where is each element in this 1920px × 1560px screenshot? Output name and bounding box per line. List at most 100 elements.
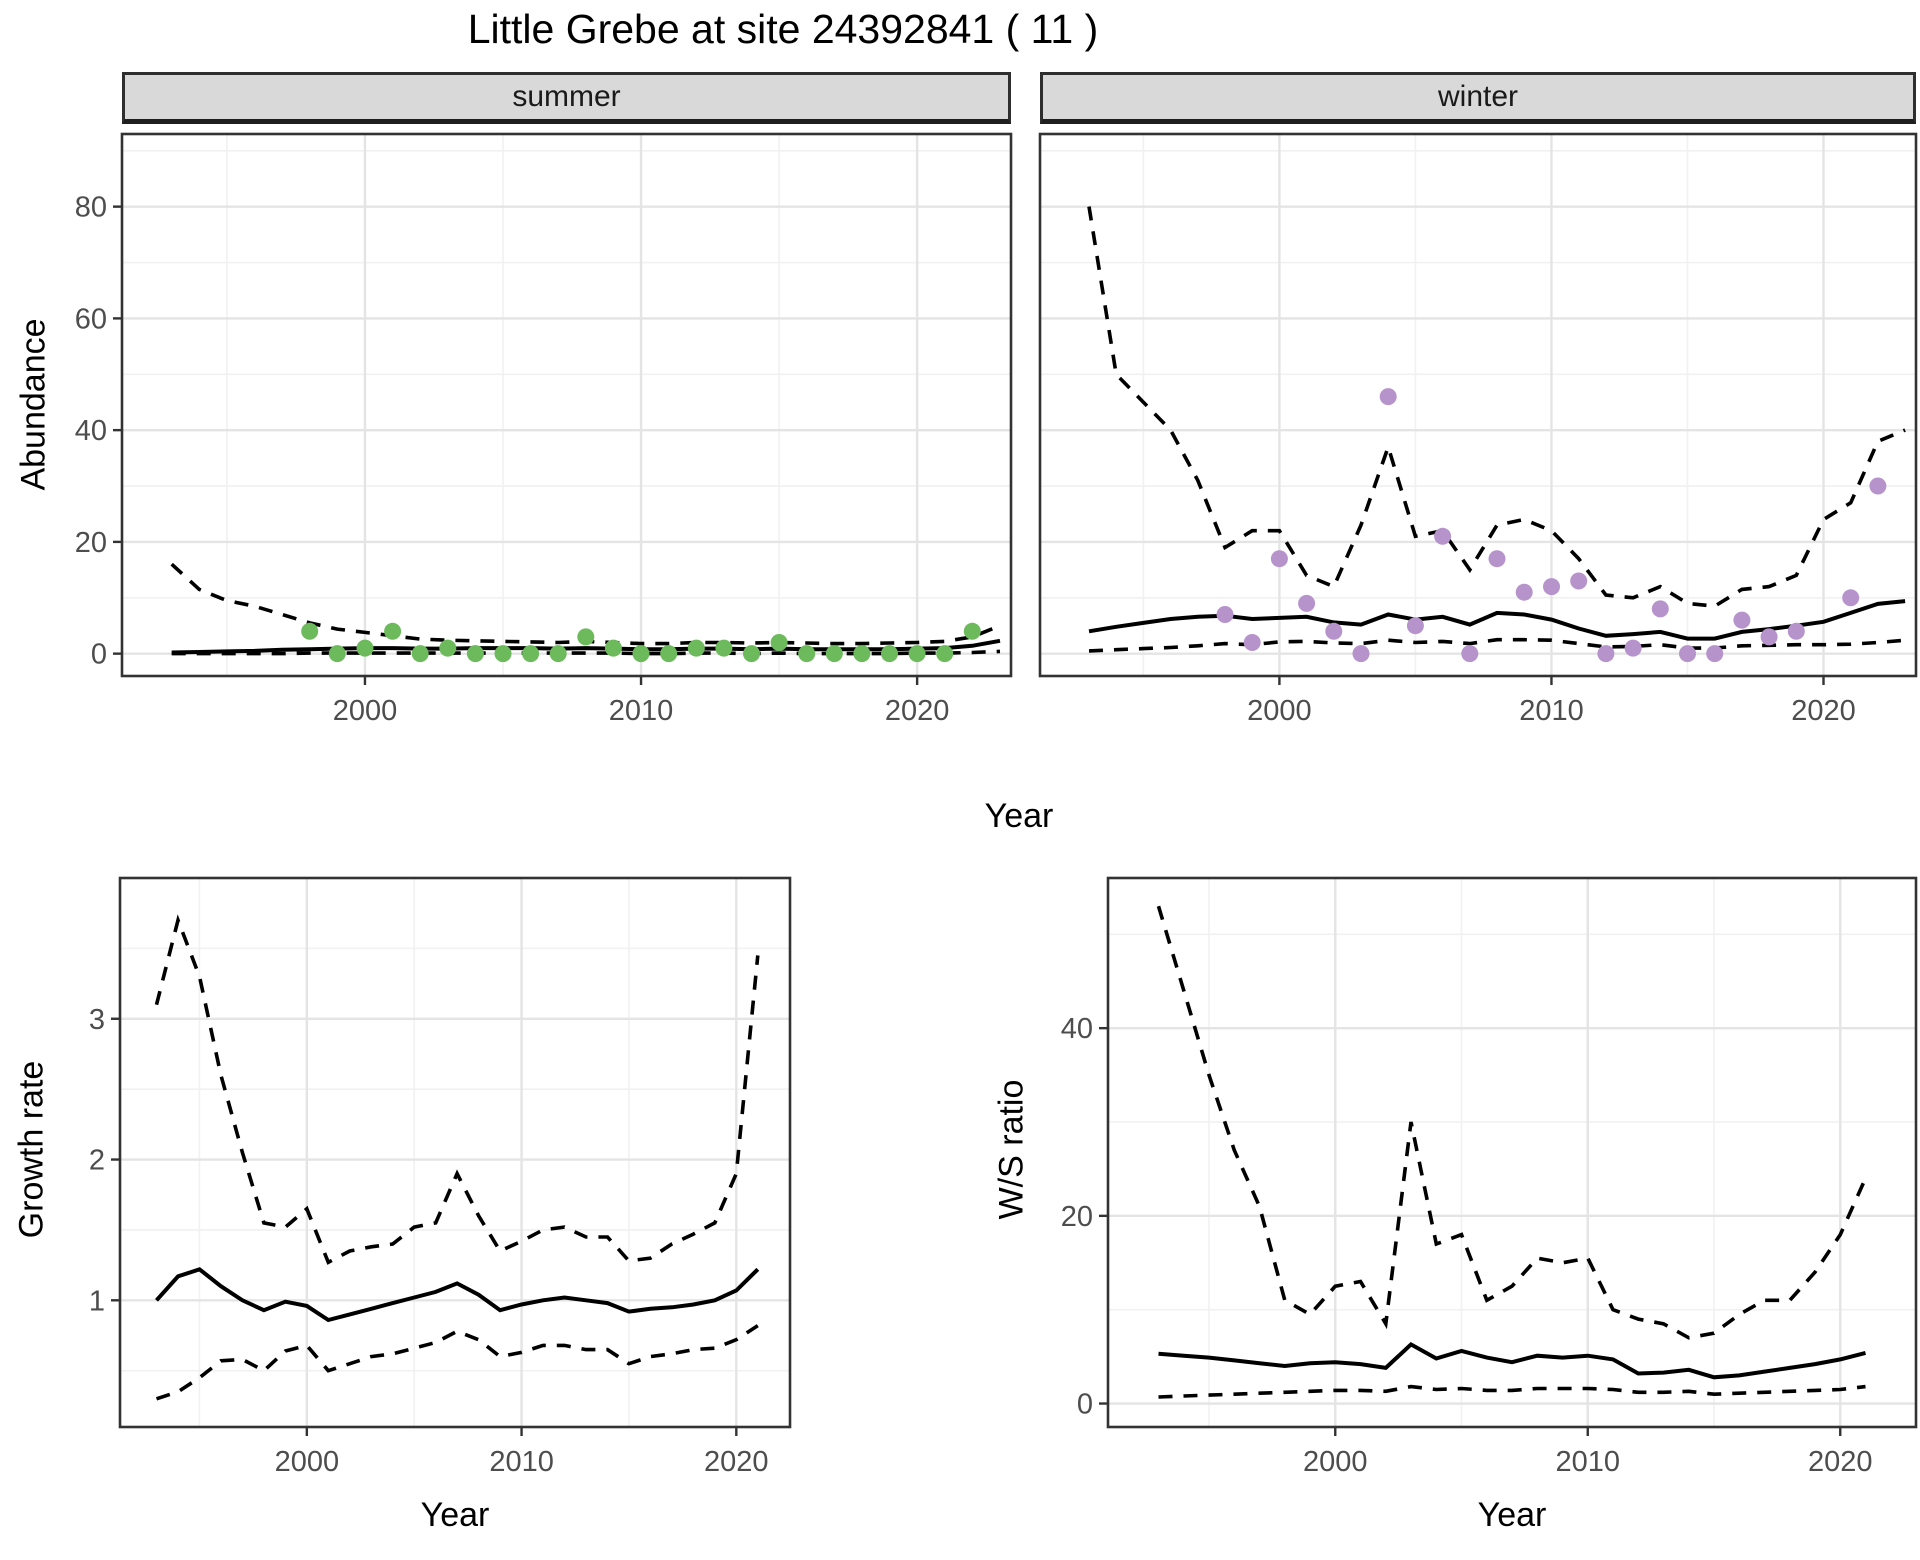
- data-points: [1216, 388, 1887, 663]
- x-axis-title-growth-year: Year: [420, 1496, 490, 1534]
- y-axis-title-abundance: Abundance: [14, 318, 53, 491]
- y-tick-label: 80: [75, 192, 107, 224]
- y-tick-label: 3: [89, 1004, 105, 1036]
- plot-title: Little Grebe at site 24392841 ( 11 ): [467, 6, 1099, 52]
- panel-background: [1108, 878, 1916, 1427]
- x-tick-label: 2020: [885, 695, 950, 727]
- data-point: [1869, 477, 1887, 495]
- data-point: [963, 622, 981, 640]
- data-point: [522, 645, 540, 663]
- data-point: [853, 645, 871, 663]
- x-axis-title-ws-year: Year: [1477, 1496, 1547, 1534]
- upper-ci-line: [154, 914, 760, 1265]
- data-point: [1543, 578, 1560, 596]
- data-point: [1570, 572, 1588, 590]
- x-tick-label: 2000: [1247, 695, 1312, 727]
- data-point: [1298, 594, 1316, 612]
- data-point: [439, 639, 457, 657]
- data-point: [1270, 550, 1288, 568]
- x-axis-title-top-year: Year: [984, 797, 1054, 835]
- data-point: [494, 645, 512, 663]
- data-point: [715, 639, 733, 657]
- data-point: [1406, 617, 1424, 635]
- facet-strip-summer-label: summer: [512, 80, 621, 113]
- data-point: [1352, 645, 1370, 663]
- y-tick-label: 40: [75, 415, 107, 447]
- x-tick-label: 2000: [333, 695, 398, 727]
- y-tick-label: 0: [91, 639, 107, 671]
- data-point: [328, 645, 346, 663]
- x-tick-label: 2000: [275, 1446, 340, 1478]
- data-point: [743, 645, 760, 663]
- y-tick-label: 0: [1077, 1389, 1093, 1421]
- data-point: [825, 645, 843, 663]
- data-point: [1325, 622, 1343, 640]
- data-point: [356, 639, 374, 657]
- axis-ticks: 2000 2010 2020 0 20 40 60 80: [75, 192, 950, 727]
- x-tick-label: 2010: [609, 695, 674, 727]
- data-point: [384, 622, 402, 640]
- data-point: [798, 645, 816, 663]
- panel-abundance_summer: 2000 2010 2020 0 20 40 60 80: [75, 132, 1013, 727]
- upper-ci-line: [1087, 206, 1906, 609]
- data-point: [908, 645, 926, 663]
- data-point: [1787, 622, 1805, 640]
- panel-ws_ratio: 2000 2010 2020 0 20 40: [1061, 876, 1918, 1478]
- data-point: [770, 634, 788, 651]
- data-point: [1379, 388, 1397, 406]
- panel-border: [1038, 132, 1918, 678]
- panel-abundance_winter: 2000 2010 2020: [1038, 132, 1918, 727]
- y-tick-label: 1: [89, 1285, 105, 1317]
- data-point: [1651, 600, 1669, 618]
- gridlines: [1108, 878, 1916, 1427]
- y-tick-label: 20: [1061, 1201, 1093, 1233]
- median-line: [1158, 1341, 1866, 1380]
- y-tick-label: 60: [75, 303, 107, 335]
- facet-strip-winter-label: winter: [1437, 80, 1519, 113]
- y-axis-title-ws-ratio: W/S ratio: [992, 1079, 1031, 1220]
- axis-ticks: 2000 2010 2020 0 20 40: [1061, 1013, 1873, 1478]
- upper-ci-line: [1156, 905, 1868, 1340]
- panel-background: [120, 878, 790, 1427]
- facet-strip-summer: summer: [122, 72, 1011, 124]
- panel-border: [118, 876, 792, 1429]
- data-point: [1842, 589, 1860, 607]
- y-tick-label: 2: [89, 1145, 105, 1177]
- data-point: [301, 622, 319, 640]
- series: [1156, 905, 1868, 1399]
- series: [154, 914, 760, 1401]
- lower-ci-line: [1158, 1384, 1866, 1399]
- data-point: [660, 645, 678, 663]
- axis-ticks: 2000 2010 2020 1 2 3: [89, 1004, 769, 1478]
- data-point: [549, 645, 567, 663]
- data-point: [1624, 639, 1642, 657]
- panel-border: [1106, 876, 1918, 1429]
- x-tick-label: 2000: [1303, 1446, 1368, 1478]
- data-point: [1597, 645, 1615, 663]
- x-tick-label: 2020: [704, 1446, 769, 1478]
- x-tick-label: 2010: [1555, 1446, 1620, 1478]
- data-point: [1243, 634, 1261, 651]
- data-point: [1461, 645, 1479, 663]
- axis-ticks: 2000 2010 2020: [1247, 676, 1856, 727]
- data-point: [411, 645, 429, 663]
- data-point: [1760, 628, 1778, 646]
- y-axis-title-growth-rate: Growth rate: [12, 1060, 51, 1239]
- x-tick-label: 2020: [1808, 1446, 1873, 1478]
- y-tick-label: 40: [1061, 1013, 1093, 1045]
- data-point: [687, 639, 705, 657]
- data-point: [577, 628, 595, 646]
- data-point: [1488, 550, 1506, 568]
- data-point: [1216, 606, 1234, 623]
- x-tick-label: 2020: [1791, 695, 1856, 727]
- data-point: [1434, 527, 1452, 545]
- panel-border: [120, 132, 1013, 678]
- data-point: [1733, 611, 1751, 629]
- data-point: [1706, 645, 1724, 663]
- data-point: [1679, 645, 1696, 663]
- data-point: [881, 645, 898, 663]
- panel-background: [1040, 134, 1916, 676]
- lower-ci-line: [155, 1324, 759, 1401]
